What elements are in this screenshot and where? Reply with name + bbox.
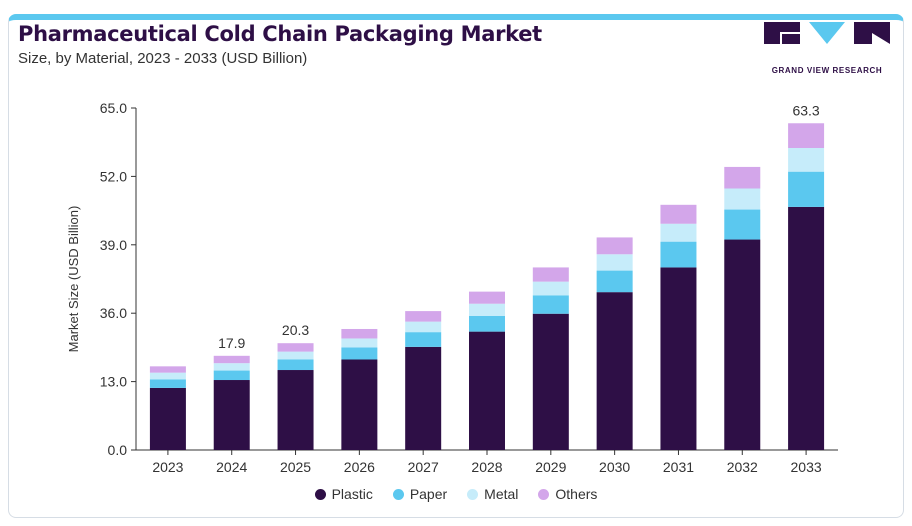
bar-segment-others-2023: [149, 366, 186, 373]
bar-segment-paper-2028: [469, 315, 505, 332]
legend-item-others: Others: [538, 486, 597, 502]
bar-segment-metal-2033: [788, 147, 825, 172]
bar-segment-plastic-2032: [724, 239, 761, 450]
bar-segment-others-2027: [405, 311, 442, 322]
bar-segment-plastic-2031: [660, 267, 697, 450]
x-tick-label: 2030: [599, 459, 630, 475]
bar-segment-paper-2029: [532, 295, 569, 314]
data-label-2033: 63.3: [792, 102, 819, 118]
bar-segment-metal-2024: [213, 363, 250, 371]
bar-segment-plastic-2029: [532, 313, 569, 450]
y-tick-label: 36.0: [100, 305, 127, 321]
x-tick-label: 2024: [216, 459, 247, 475]
legend-label: Others: [555, 486, 598, 502]
logo-text: GRAND VIEW RESEARCH: [771, 66, 883, 75]
bar-segment-others-2026: [341, 328, 378, 339]
x-tick-label: 2025: [280, 459, 311, 475]
x-tick-label: 2023: [152, 459, 183, 475]
chart-title: Pharmaceutical Cold Chain Packaging Mark…: [18, 22, 542, 46]
bar-segment-metal-2027: [405, 321, 442, 333]
data-label-2025: 20.3: [282, 322, 309, 338]
x-tick-label: 2029: [535, 459, 566, 475]
bar-segment-plastic-2025: [277, 370, 314, 450]
bar-segment-metal-2029: [532, 281, 569, 296]
x-tick-label: 2031: [663, 459, 694, 475]
y-axis-title: Market Size (USD Billion): [66, 206, 81, 353]
bar-segment-metal-2028: [469, 303, 505, 316]
legend-swatch: [467, 488, 479, 500]
x-tick-label: 2033: [791, 459, 822, 475]
bar-segment-metal-2031: [660, 223, 697, 242]
bar-segment-paper-2030: [596, 270, 633, 293]
bar-segment-plastic-2027: [405, 346, 442, 450]
bar-segment-plastic-2024: [213, 380, 250, 450]
bar-segment-metal-2023: [149, 372, 186, 380]
bar-segment-paper-2027: [405, 332, 442, 347]
legend-swatch: [538, 488, 550, 500]
bar-segment-others-2030: [596, 237, 633, 255]
legend-swatch: [314, 488, 326, 500]
legend-item-plastic: Plastic: [314, 486, 373, 502]
bar-segment-metal-2030: [596, 254, 633, 271]
x-tick-label: 2027: [408, 459, 439, 475]
bar-segment-metal-2032: [724, 188, 761, 210]
logo-mark-icon: [764, 22, 890, 44]
legend-swatch: [392, 488, 404, 500]
bar-segment-others-2032: [724, 166, 761, 189]
bar-segment-paper-2026: [341, 347, 378, 360]
x-tick-label: 2028: [471, 459, 502, 475]
legend-label: Plastic: [331, 486, 373, 502]
bar-segment-others-2024: [213, 355, 250, 364]
bar-segment-others-2025: [277, 343, 314, 352]
bar-segment-plastic-2030: [596, 292, 633, 450]
bar-segment-plastic-2023: [149, 387, 186, 450]
y-tick-label: 39.0: [100, 237, 127, 253]
legend-item-metal: Metal: [467, 486, 518, 502]
y-tick-label: 65.0: [100, 100, 127, 116]
bar-segment-others-2029: [532, 267, 569, 282]
bar-segment-paper-2032: [724, 209, 761, 240]
legend-item-paper: Paper: [392, 486, 448, 502]
bar-segment-paper-2025: [277, 359, 314, 371]
grand-view-research-logo: GRAND VIEW RESEARCH: [764, 22, 890, 75]
chart-legend: Plastic Paper Metal Others: [0, 486, 912, 502]
bar-segment-plastic-2033: [788, 206, 825, 450]
bar-segment-others-2031: [660, 204, 697, 224]
chart-subtitle: Size, by Material, 2023 - 2033 (USD Bill…: [18, 50, 308, 67]
bar-segment-metal-2025: [277, 351, 314, 360]
y-tick-label: 52.0: [100, 168, 127, 184]
legend-label: Metal: [484, 486, 519, 502]
bar-segment-others-2028: [469, 291, 505, 304]
bar-segment-paper-2024: [213, 370, 250, 381]
legend-label: Paper: [409, 486, 448, 502]
bar-segment-paper-2023: [149, 379, 186, 388]
bar-segment-paper-2033: [788, 171, 825, 207]
y-tick-label: 0.0: [108, 442, 128, 458]
bar-segment-paper-2031: [660, 241, 697, 268]
x-tick-label: 2032: [727, 459, 758, 475]
bar-segment-plastic-2028: [469, 331, 505, 450]
bar-segment-metal-2026: [341, 338, 378, 348]
bar-segment-others-2033: [788, 123, 825, 148]
bar-segment-plastic-2026: [341, 359, 378, 450]
y-tick-label: 13.0: [100, 374, 127, 390]
data-label-2024: 17.9: [218, 335, 245, 351]
x-tick-label: 2026: [344, 459, 375, 475]
